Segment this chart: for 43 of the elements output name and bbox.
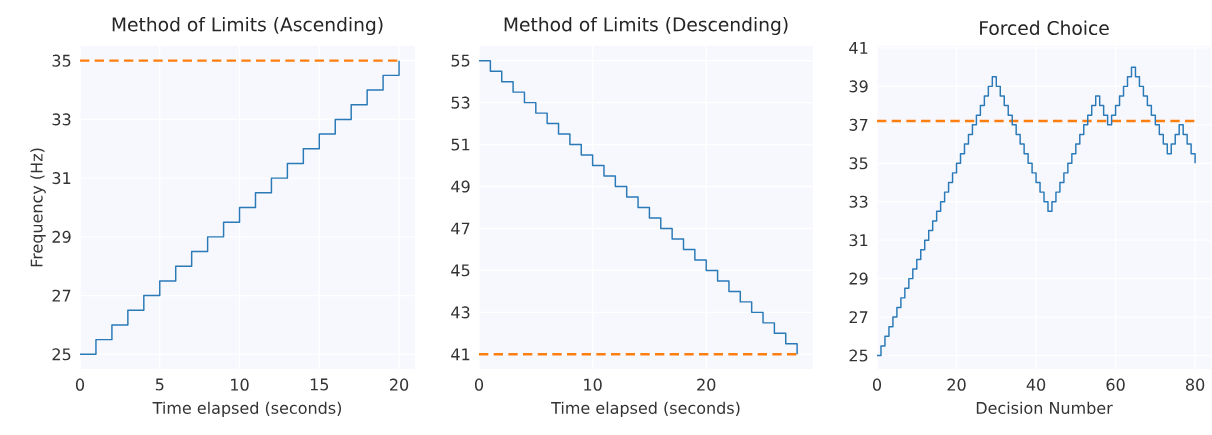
chart-title: Method of Limits (Ascending) [112,17,383,36]
y-tick-label: 53 [451,96,470,109]
x-tick-label: 20 [697,378,716,391]
chart-title: Forced Choice [980,20,1109,36]
x-tick-label: 10 [584,378,602,391]
x-axis-title: Time elapsed (seconds) [551,401,740,418]
y-tick-label: 29 [52,230,71,243]
y-tick-label: 43 [451,306,470,319]
chart-title: Method of Limits (Descending) [504,17,788,36]
y-tick-label: 35 [849,157,868,170]
y-tick-label: 47 [451,222,470,235]
y-tick-label: 49 [451,180,470,193]
y-tick-label: 41 [849,42,868,54]
x-tick-label: 20 [947,378,966,391]
y-tick-label: 45 [451,264,470,277]
y-tick-label: 51 [451,138,470,151]
y-tick-label: 39 [849,80,868,93]
y-tick-label: 31 [849,234,868,247]
y-tick-label: 27 [849,311,868,324]
x-tick-label: 15 [310,378,329,391]
y-tick-label: 33 [849,195,868,208]
y-axis-title: Frequency (Hz) [30,148,46,267]
y-tick-label: 41 [451,348,470,361]
x-axis-title: Time elapsed (seconds) [152,401,342,418]
y-tick-label: 55 [451,54,470,67]
x-tick-label: 0 [872,378,882,391]
y-tick-label: 25 [849,349,868,362]
y-tick-label: 37 [849,118,868,131]
x-tick-label: 0 [75,378,85,391]
x-tick-label: 5 [155,378,164,391]
y-tick-label: 27 [52,289,71,302]
x-axis-title: Decision Number [976,401,1113,415]
y-tick-label: 31 [52,172,71,185]
x-tick-label: 20 [390,378,409,391]
x-tick-label: 40 [1026,378,1046,391]
y-tick-label: 35 [52,54,71,67]
y-tick-label: 25 [52,348,71,361]
x-tick-label: 10 [231,378,249,391]
y-tick-label: 33 [52,113,71,126]
x-tick-label: 80 [1186,378,1205,391]
x-tick-label: 0 [474,378,484,391]
y-tick-label: 29 [849,272,868,285]
x-tick-label: 60 [1106,378,1125,391]
